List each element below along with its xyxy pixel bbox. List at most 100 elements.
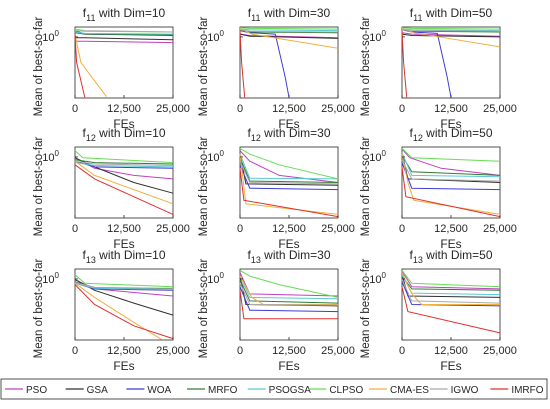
series-line-woa: [239, 164, 339, 191]
x-tick-label: 12,500: [434, 345, 468, 357]
series-line-imrfo: [401, 286, 501, 334]
subplot-f13-dim10: 0 12,500 25,000 100 FEs Mean of best-so-far f1…: [33, 248, 190, 373]
subplot-title: f12 with Dim=50: [409, 126, 492, 143]
y-tick-label: 100: [42, 271, 59, 286]
legend: PSO GSA WOA MRFO PSOGSA CLPSO CMA-ES IGWO IMRFO: [0, 378, 548, 400]
x-tick-label: 0: [237, 345, 243, 357]
legend-label: CLPSO: [329, 385, 363, 396]
x-tick-label: 25,000: [321, 345, 355, 357]
series-line-igwo: [74, 282, 174, 289]
series-line-pso: [401, 148, 501, 176]
subplot-title: f13 with Dim=30: [247, 248, 330, 265]
subplot-f12-dim50: 0 12,500 25,000 100 FEs Mean of best-so-far f1…: [360, 126, 517, 251]
subplot-title: f12 with Dim=10: [82, 126, 165, 143]
x-tick-label: 25,000: [483, 103, 517, 115]
y-axis-label: Mean of best-so-far: [360, 258, 372, 358]
legend-entry-clpso: CLPSO: [308, 385, 363, 396]
series-line-gsa: [401, 33, 501, 38]
x-axis-label: FEs: [113, 117, 134, 131]
x-tick-label: 25,000: [321, 103, 355, 115]
series-line-clpso: [401, 148, 501, 162]
series-line-psogsa: [239, 275, 339, 300]
subplot-f11-dim50: 0 12,500 25,000 100 FEs Mean of best-so-far f1…: [360, 6, 517, 131]
series-line-mrfo: [74, 159, 174, 165]
x-tick-label: 25,000: [321, 223, 355, 235]
x-tick-label: 0: [72, 223, 78, 235]
x-axis-label: FEs: [440, 237, 461, 251]
y-axis-label: Mean of best-so-far: [33, 258, 45, 358]
x-axis-label: FEs: [278, 117, 299, 131]
subplot-f11-dim30: 0 12,500 25,000 100 FEs Mean of best-so-far f1…: [198, 6, 355, 131]
series-line-gsa: [75, 37, 174, 41]
series-line-cma-es: [74, 282, 162, 340]
plot-frame: [401, 26, 501, 99]
legend-entry-pso: PSO: [5, 385, 47, 396]
x-tick-label: 25,000: [483, 345, 517, 357]
x-tick-label: 25,000: [156, 223, 190, 235]
y-tick-label: 100: [207, 29, 224, 44]
x-tick-label: 25,000: [156, 103, 190, 115]
x-axis-label: FEs: [113, 237, 134, 251]
y-axis-label: Mean of best-so-far: [198, 258, 210, 358]
series-line-imrfo: [239, 30, 246, 98]
series-line-imrfo: [401, 30, 408, 98]
legend-label: GSA: [87, 385, 108, 396]
series-line-cma-es: [74, 33, 107, 97]
legend-label: IMRFO: [511, 385, 543, 396]
subplot-f13-dim50: 0 12,500 25,000 100 FEs Mean of best-so-far f1…: [360, 248, 517, 373]
series-line-psogsa: [239, 153, 339, 180]
subplot-title: f11 with Dim=50: [410, 6, 493, 23]
series-line-mrfo: [239, 279, 339, 304]
x-axis-label: FEs: [440, 359, 461, 373]
x-tick-label: 0: [399, 223, 405, 235]
x-tick-label: 0: [72, 345, 78, 357]
series-line-clpso: [74, 150, 174, 164]
series-line-imrfo: [239, 290, 338, 320]
x-tick-label: 12,500: [272, 103, 306, 115]
x-tick-label: 25,000: [156, 345, 190, 357]
series-line-gsa: [239, 154, 339, 186]
series-line-clpso: [74, 274, 174, 288]
series-line-igwo: [239, 160, 339, 185]
series-line-psogsa: [401, 152, 501, 178]
x-tick-label: 0: [399, 103, 405, 115]
series-line-clpso: [239, 27, 339, 30]
plot-frame: [74, 268, 174, 341]
x-tick-label: 12,500: [272, 345, 306, 357]
legend-entry-igwo: IGWO: [429, 385, 479, 396]
plot-frame: [74, 146, 174, 219]
legend-label: WOA: [147, 385, 171, 396]
subplot-f11-dim10: 0 12,500 25,000 100 FEs Mean of best-so-far f1…: [33, 6, 190, 131]
x-tick-label: 12,500: [434, 223, 468, 235]
y-axis-label: Mean of best-so-far: [33, 16, 45, 116]
y-axis-label: Mean of best-so-far: [198, 16, 210, 116]
legend-entry-psogsa: PSOGSA: [247, 385, 312, 396]
x-tick-label: 0: [399, 345, 405, 357]
subplot-title: f13 with Dim=10: [82, 248, 165, 265]
x-tick-label: 12,500: [434, 103, 468, 115]
series-line-psogsa: [74, 282, 174, 291]
legend-label: PSO: [26, 385, 47, 396]
series-line-igwo: [401, 159, 501, 182]
y-tick-label: 100: [369, 271, 386, 286]
series-line-woa: [401, 281, 501, 307]
y-axis-label: Mean of best-so-far: [360, 136, 372, 236]
x-tick-label: 12,500: [107, 223, 141, 235]
series-line-mrfo: [239, 157, 339, 183]
series-line-imrfo: [74, 34, 86, 98]
series-line-imrfo: [239, 168, 339, 218]
legend-label: PSOGSA: [269, 385, 312, 396]
subplot-f12-dim10: 0 12,500 25,000 100 FEs Mean of best-so-far f1…: [33, 126, 190, 251]
series-line-psogsa: [74, 31, 174, 35]
y-tick-label: 100: [207, 149, 224, 164]
x-axis-label: FEs: [440, 117, 461, 131]
series-line-igwo: [239, 282, 339, 306]
y-axis-label: Mean of best-so-far: [33, 136, 45, 236]
y-tick-label: 100: [369, 149, 386, 164]
x-tick-label: 0: [237, 223, 243, 235]
series-line-woa: [239, 286, 339, 313]
series-line-gsa: [239, 33, 339, 39]
subplot-title: f12 with Dim=30: [247, 126, 330, 143]
series-line-imrfo: [74, 284, 174, 340]
